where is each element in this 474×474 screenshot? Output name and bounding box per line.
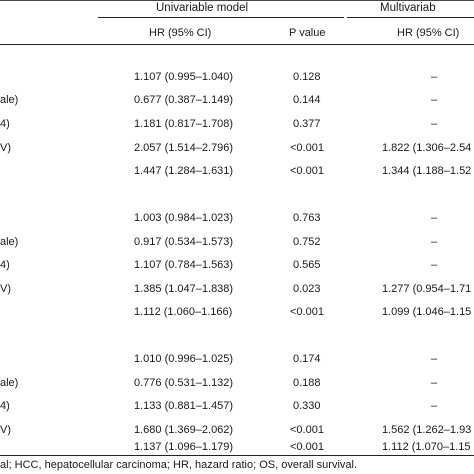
hr-value: 1.107 (0.995–1.040) bbox=[134, 71, 234, 83]
multivariable-hr-value: – bbox=[431, 71, 438, 83]
hr-value: 1.112 (1.060–1.166) bbox=[134, 306, 233, 318]
multivariable-hr-value: – bbox=[431, 377, 438, 389]
multivariable-header: Multivariab bbox=[380, 2, 436, 14]
p-value: <0.001 bbox=[290, 142, 324, 154]
multivariable-hr-value: 1.099 (1.046–1.15 bbox=[382, 306, 472, 318]
univariable-header: Univariable model bbox=[156, 2, 249, 14]
multivariable-hr-value: – bbox=[431, 353, 438, 365]
multivariable-spanner-rule bbox=[347, 17, 474, 18]
hr-value: 1.137 (1.096–1.179) bbox=[134, 441, 234, 453]
hr-value: 0.776 (0.531–1.132) bbox=[134, 377, 234, 389]
hr-value: 1.003 (0.984–1.023) bbox=[134, 212, 234, 224]
multivariable-hr-value: – bbox=[431, 118, 438, 130]
hr-value: 0.917 (0.534–1.573) bbox=[134, 236, 234, 248]
row-label: 4) bbox=[0, 259, 10, 271]
p-value: 0.144 bbox=[293, 94, 321, 106]
p-value: <0.001 bbox=[290, 441, 324, 453]
row-label: ale) bbox=[0, 377, 19, 389]
p-value: 0.023 bbox=[293, 283, 321, 295]
multivariable-hr-value: – bbox=[431, 236, 438, 248]
header-rule bbox=[0, 44, 474, 45]
multivariable-hr-value: – bbox=[431, 212, 438, 224]
hr-column-header: HR (95% CI) bbox=[149, 27, 212, 39]
row-label: V) bbox=[0, 424, 11, 436]
univariable-spanner-rule bbox=[98, 17, 344, 18]
hr-column-header-multivariable: HR (95% CI) bbox=[397, 27, 460, 39]
p-value: 0.330 bbox=[293, 400, 321, 412]
hr-value: 1.680 (1.369–2.062) bbox=[134, 424, 234, 436]
p-value: 0.752 bbox=[293, 236, 321, 248]
multivariable-hr-value: 1.822 (1.306–2.54 bbox=[382, 142, 472, 154]
row-label: V) bbox=[0, 283, 11, 295]
hr-value: 1.010 (0.996–1.025) bbox=[134, 353, 234, 365]
top-rule bbox=[0, 0, 474, 1]
p-value: 0.174 bbox=[293, 353, 321, 365]
p-value: <0.001 bbox=[290, 424, 324, 436]
hr-value: 2.057 (1.514–2.796) bbox=[134, 142, 234, 154]
p-value: 0.565 bbox=[293, 259, 321, 271]
hr-value: 1.385 (1.047–1.838) bbox=[134, 283, 234, 295]
multivariable-hr-value: 1.562 (1.262–1.93 bbox=[382, 424, 472, 436]
hr-value: 1.107 (0.784–1.563) bbox=[134, 259, 234, 271]
p-value: <0.001 bbox=[290, 306, 324, 318]
row-label: ale) bbox=[0, 94, 19, 106]
multivariable-hr-value: 1.277 (0.954–1.71 bbox=[382, 283, 472, 295]
row-label: 4) bbox=[0, 118, 10, 130]
p-value: 0.763 bbox=[293, 212, 321, 224]
p-value: 0.128 bbox=[293, 71, 321, 83]
multivariable-hr-value: – bbox=[431, 259, 438, 271]
row-label: ale) bbox=[0, 236, 19, 248]
multivariable-hr-value: – bbox=[431, 400, 438, 412]
p-value-column-header: P value bbox=[289, 27, 326, 39]
hr-value: 0.677 (0.387–1.149) bbox=[134, 94, 234, 106]
row-label: V) bbox=[0, 142, 11, 154]
table-footnote: al; HCC, hepatocellular carcinoma; HR, h… bbox=[0, 459, 358, 471]
p-value: 0.377 bbox=[293, 118, 321, 130]
hr-value: 1.447 (1.284–1.631) bbox=[134, 165, 234, 177]
hr-value: 1.133 (0.881–1.457) bbox=[134, 400, 234, 412]
p-value: 0.188 bbox=[293, 377, 321, 389]
p-value: <0.001 bbox=[290, 165, 324, 177]
hr-value: 1.181 (0.817–1.708) bbox=[134, 118, 234, 130]
multivariable-hr-value: 1.112 (1.070–1.15 bbox=[382, 441, 471, 453]
row-label: 4) bbox=[0, 400, 10, 412]
bottom-rule bbox=[0, 455, 474, 456]
multivariable-hr-value: – bbox=[431, 94, 438, 106]
multivariable-hr-value: 1.344 (1.188–1.52 bbox=[382, 165, 472, 177]
